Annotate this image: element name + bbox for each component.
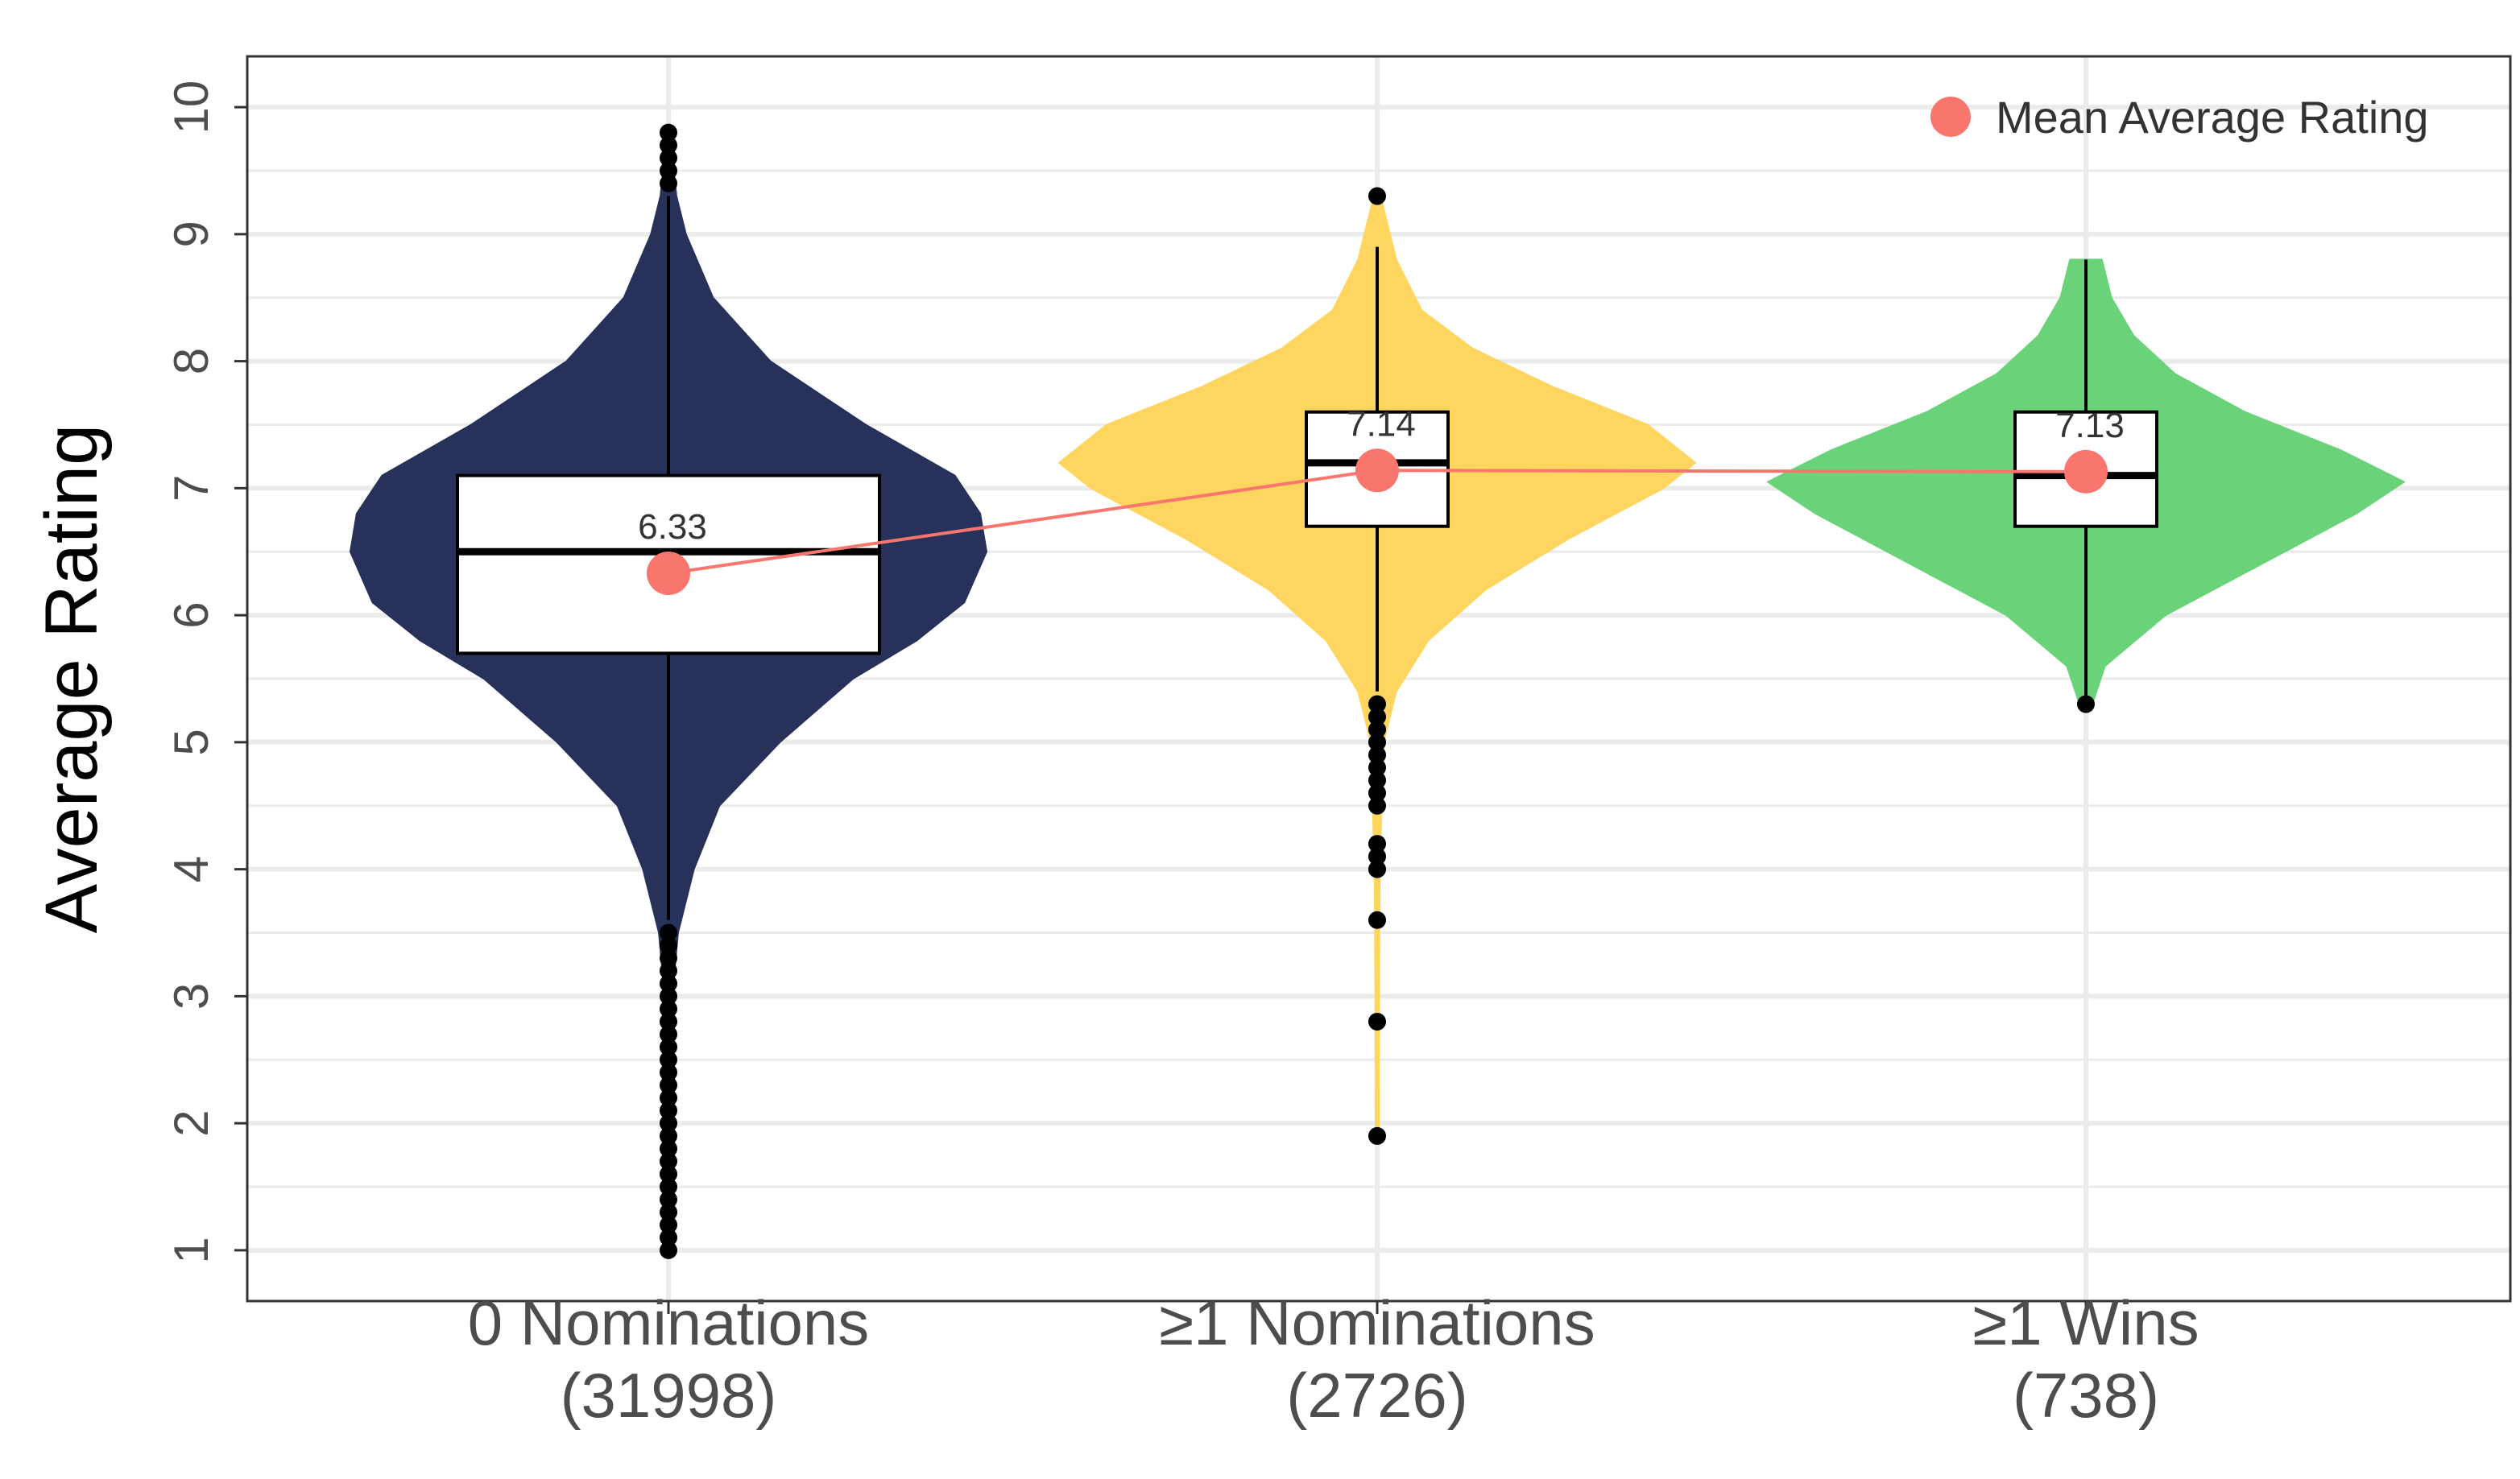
x-tick-count: (738) [2013, 1360, 2159, 1431]
x-tick-count: (31998) [561, 1360, 777, 1431]
outlier-point [660, 149, 677, 167]
outlier-point [660, 987, 677, 1006]
outlier-point [660, 1114, 677, 1133]
y-tick-label: 10 [164, 81, 218, 134]
outlier-point [660, 161, 677, 180]
mean-point [2064, 449, 2108, 494]
x-tick-label: ≥1 Wins [1972, 1287, 2199, 1358]
outlier-point [660, 1101, 677, 1120]
mean-value-label: 6.33 [638, 507, 707, 547]
outlier-point [2077, 695, 2095, 713]
outlier-point [660, 1012, 677, 1031]
y-tick-label: 8 [164, 348, 218, 374]
mean-value-label: 7.14 [1347, 404, 1416, 444]
outlier-point [1368, 771, 1386, 790]
mean-point [647, 552, 690, 596]
outlier-point [1368, 733, 1386, 751]
outlier-point [660, 136, 677, 155]
y-tick-label: 5 [164, 729, 218, 755]
outlier-point [1368, 796, 1386, 815]
y-tick-label: 1 [164, 1237, 218, 1263]
x-tick-label: ≥1 Nominations [1159, 1287, 1595, 1358]
outlier-point [660, 1064, 677, 1082]
outlier-point [660, 923, 677, 942]
outlier-points [660, 123, 2095, 1259]
outlier-point [1368, 783, 1386, 802]
y-tick-label: 2 [164, 1109, 218, 1136]
outlier-point [660, 1038, 677, 1056]
outlier-point [660, 1089, 677, 1107]
outlier-point [1368, 1126, 1386, 1145]
outlier-point [1368, 187, 1386, 205]
outlier-point [660, 961, 677, 980]
y-tick-label: 6 [164, 601, 218, 628]
y-tick-label: 9 [164, 221, 218, 247]
plot-panel-border [246, 55, 2512, 1303]
outlier-point [1368, 860, 1386, 878]
outlier-point [660, 1203, 677, 1221]
legend-label: Mean Average Rating [1996, 92, 2429, 143]
outlier-point [1368, 1012, 1386, 1031]
mean-series: 6.33 7.14 7.13 [638, 404, 2125, 596]
y-tick-label: 4 [164, 856, 218, 882]
mean-value-label: 7.13 [2055, 406, 2125, 445]
x-axis: 0 Nominations(31998) ≥1 Nominations(2726)… [468, 1287, 2199, 1431]
x-tick-count: (2726) [1286, 1360, 1467, 1431]
outlier-point [660, 1126, 677, 1145]
outlier-point [1368, 835, 1386, 853]
outlier-point [660, 949, 677, 968]
outlier-point [1368, 746, 1386, 764]
outlier-point [660, 1178, 677, 1196]
outlier-point [660, 1152, 677, 1171]
outlier-point [660, 974, 677, 993]
outlier-point [660, 123, 677, 142]
outlier-point [660, 1139, 677, 1158]
outlier-point [660, 936, 677, 955]
outlier-point [1368, 847, 1386, 866]
outlier-point [660, 1051, 677, 1069]
outlier-point [660, 1229, 677, 1247]
outlier-point [1368, 721, 1386, 739]
y-axis: 1 2 3 4 5 6 7 8 9 10 [164, 81, 247, 1264]
outlier-point [660, 1000, 677, 1018]
y-tick-label: 3 [164, 983, 218, 1010]
outlier-point [660, 1076, 677, 1094]
legend: Mean Average Rating [1930, 92, 2429, 143]
legend-mean-marker [1930, 97, 1971, 137]
outlier-point [1368, 758, 1386, 777]
outlier-point [660, 1216, 677, 1234]
y-tick-label: 7 [164, 475, 218, 502]
outlier-point [660, 1025, 677, 1043]
outlier-point [660, 1165, 677, 1184]
x-tick-label: 0 Nominations [468, 1287, 870, 1358]
outlier-point [1368, 911, 1386, 929]
outlier-point [660, 174, 677, 192]
outlier-point [660, 1241, 677, 1259]
outlier-point [660, 1190, 677, 1208]
y-axis-title: Average Rating [31, 424, 113, 934]
outlier-point [1368, 695, 1386, 713]
mean-point [1355, 448, 1399, 493]
outlier-point [1368, 708, 1386, 726]
